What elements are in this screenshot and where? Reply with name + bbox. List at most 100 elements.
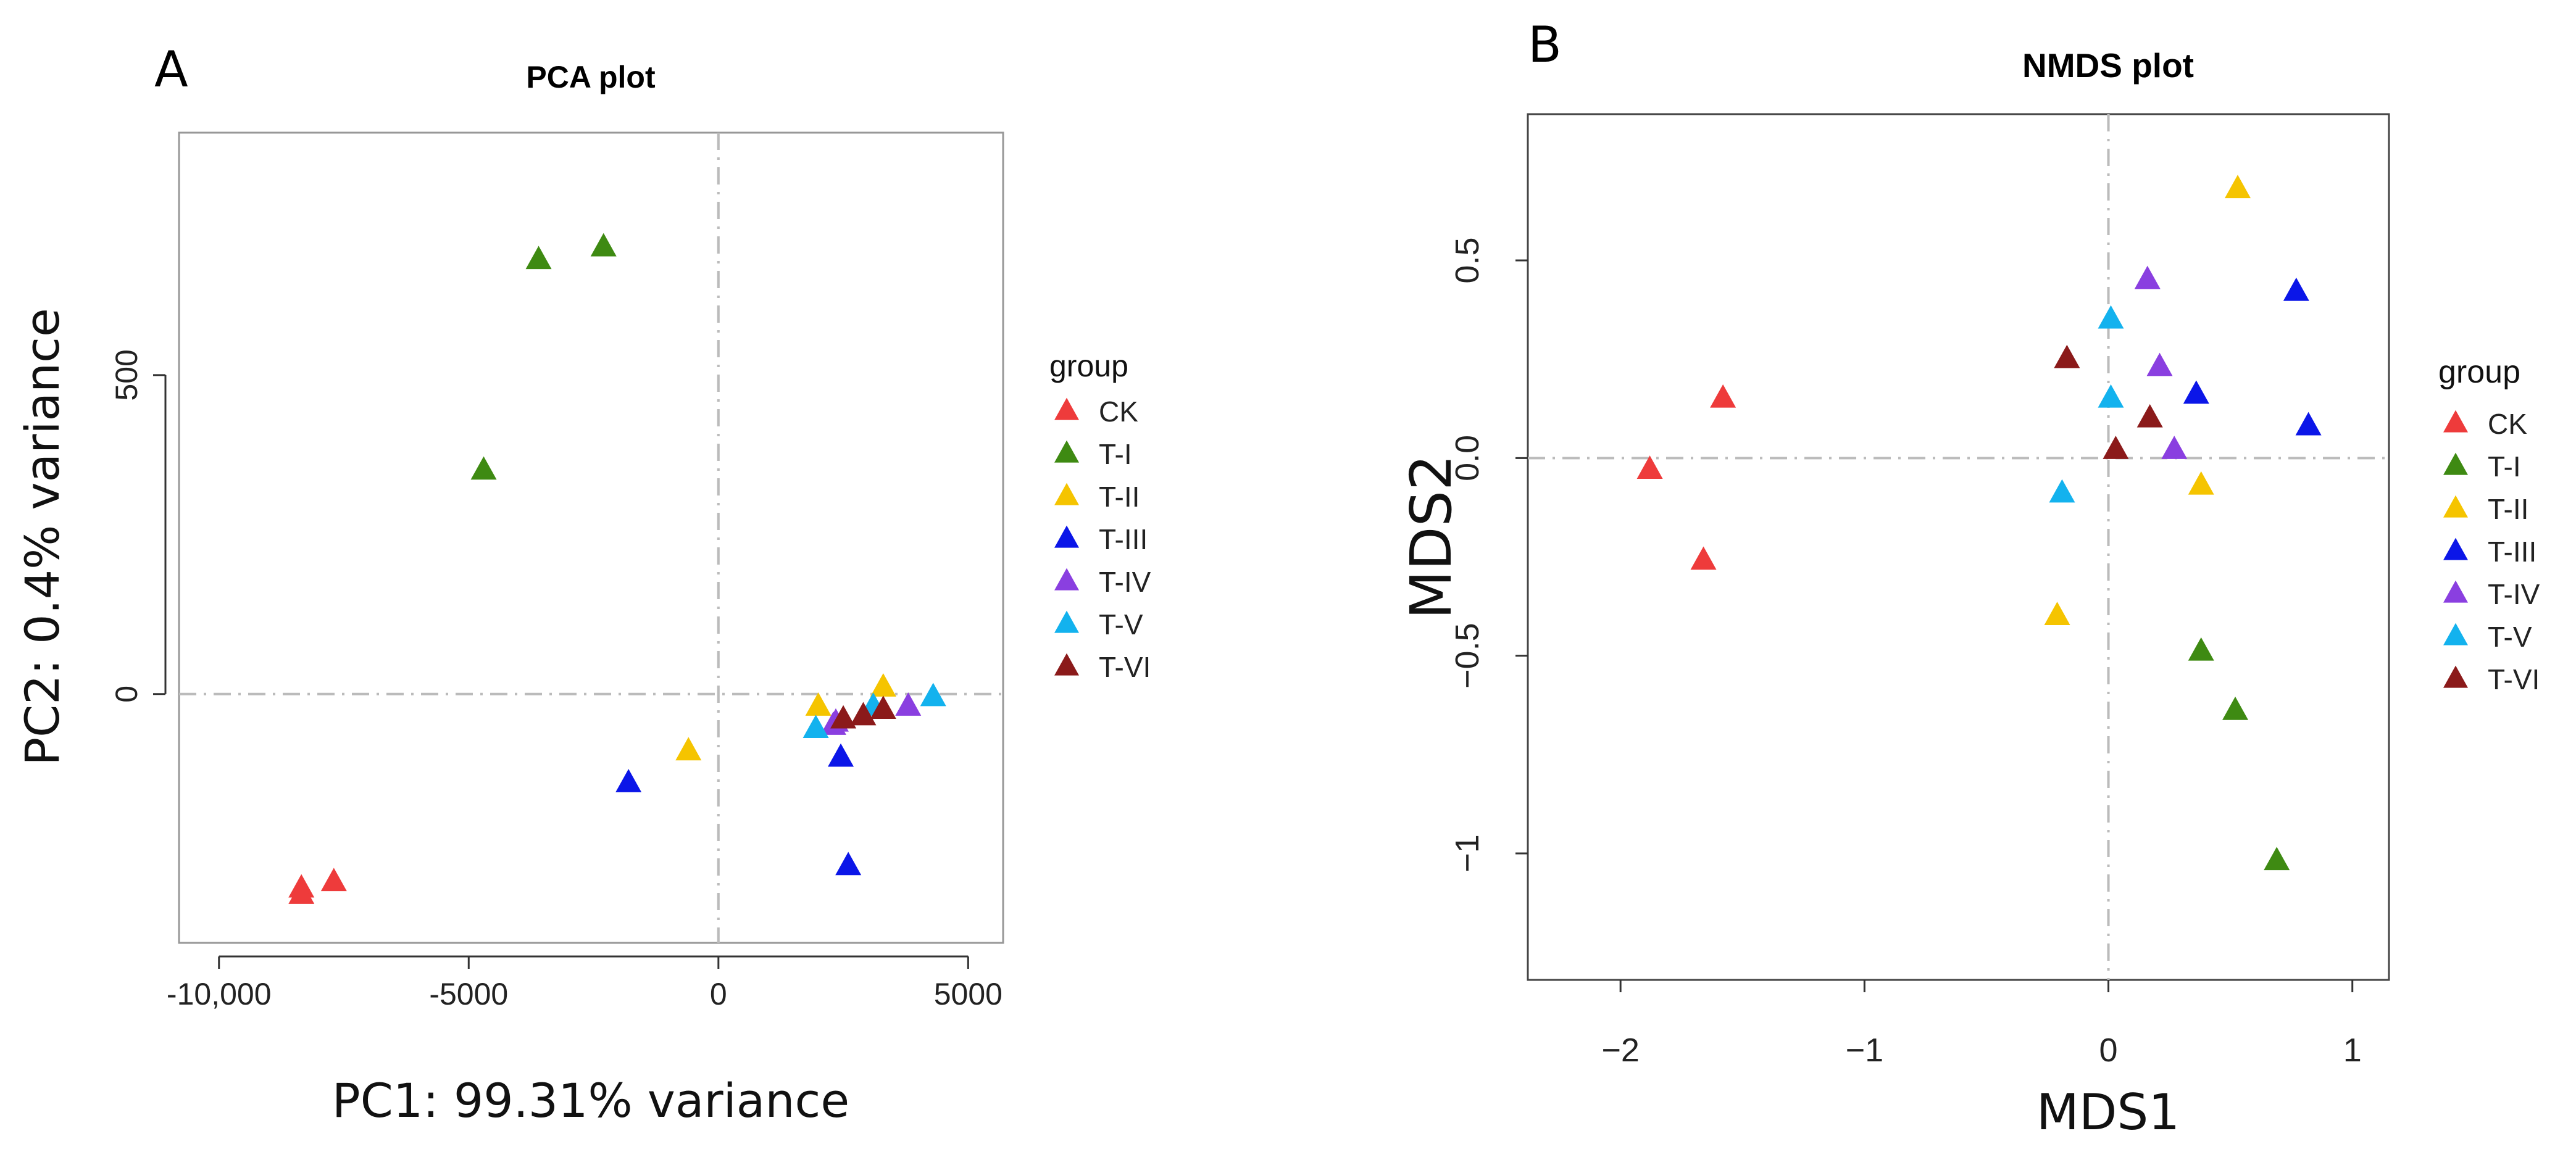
data-point-t-iv <box>895 692 922 716</box>
legend: group CK T-I T-II T-III T-IV T-V T-VI <box>1049 349 1151 683</box>
data-point-t-iii <box>615 769 642 792</box>
plot-frame <box>1527 113 2390 981</box>
legend-label-t-i: T-I <box>2488 450 2521 483</box>
legend-marker-ck <box>1054 397 1079 420</box>
data-point-t-iii <box>835 852 862 876</box>
y-tick-label: −1 <box>1449 834 1486 873</box>
series-t-vi <box>830 695 896 729</box>
data-point-t-ii <box>675 737 702 761</box>
plot-frame <box>178 131 1004 944</box>
data-point-ck <box>288 881 315 904</box>
y-tick-label: −0.5 <box>1449 623 1486 689</box>
series-t-i <box>470 233 617 480</box>
series-t-ii <box>2044 175 2251 625</box>
legend-label-t-ii: T-II <box>2488 493 2528 525</box>
legend-marker-t-iv <box>1054 568 1079 591</box>
data-point-t-i <box>2188 637 2214 661</box>
series-ck <box>1636 384 1736 570</box>
data-point-t-iii <box>828 743 854 767</box>
data-point-t-i <box>2222 696 2249 720</box>
x-tick-label: -10,000 <box>167 977 272 1011</box>
series-t-iii <box>2183 277 2322 436</box>
data-point-t-ii <box>805 692 832 716</box>
legend-label-t-iii: T-III <box>2488 536 2536 568</box>
chart-title: PCA plot <box>526 60 656 94</box>
data-point-t-iii <box>2183 380 2209 404</box>
legend-marker-t-iii <box>2443 537 2468 560</box>
data-point-t-v <box>2098 384 2124 408</box>
legend-label-t-iii: T-III <box>1099 523 1148 555</box>
data-point-t-ii <box>2224 175 2251 199</box>
data-point-t-vi <box>2136 404 2163 428</box>
panel-letter: B <box>1528 16 1562 73</box>
legend-label-ck: CK <box>2488 408 2527 440</box>
series-t-vi <box>2054 344 2163 459</box>
legend-label-t-iv: T-IV <box>1099 566 1151 598</box>
legend-title: group <box>1049 349 1128 383</box>
data-point-t-i <box>470 456 497 480</box>
legend-label-t-v: T-V <box>2488 621 2532 653</box>
legend-label-t-vi: T-VI <box>2488 663 2540 695</box>
legend-marker-t-iii <box>1054 525 1079 548</box>
data-point-ck <box>320 868 347 892</box>
data-point-ck <box>1636 455 1663 479</box>
data-point-t-iii <box>2283 277 2309 301</box>
x-axis-title: PC1: 99.31% variance <box>332 1073 849 1128</box>
data-point-t-vi <box>870 695 896 719</box>
y-tick-label: 0.0 <box>1449 435 1486 481</box>
data-point-t-vi <box>830 705 857 729</box>
data-point-t-i <box>525 246 552 270</box>
legend-marker-t-i <box>1054 440 1079 463</box>
data-point-ck <box>1690 546 1717 570</box>
data-point-t-iv <box>2161 436 2188 459</box>
y-axis-title: MDS2 <box>1398 454 1464 619</box>
series-t-iii <box>615 743 862 876</box>
series-t-iv <box>2134 265 2188 459</box>
data-point-t-vi <box>2103 436 2129 459</box>
data-point-t-iv <box>2146 352 2173 376</box>
legend-label-t-iv: T-IV <box>2488 578 2540 610</box>
legend-marker-t-vi <box>1054 653 1079 676</box>
data-point-t-v <box>802 715 829 739</box>
legend-title: group <box>2438 354 2520 390</box>
legend-marker-ck <box>2443 410 2468 433</box>
x-tick-label: 5000 <box>934 977 1002 1011</box>
x-tick-label: 0 <box>710 977 727 1011</box>
legend-marker-t-ii <box>2443 495 2468 518</box>
legend-marker-t-ii <box>1054 483 1079 505</box>
data-point-t-i <box>590 233 617 257</box>
legend-marker-t-iv <box>2443 580 2468 603</box>
data-point-t-ii <box>2188 471 2214 495</box>
series-t-v <box>2049 305 2124 503</box>
legend-label-t-vi: T-VI <box>1099 651 1151 683</box>
panel-a: -10,000 -5000 0 5000 0 500 PCA plot A PC1: 99.31… <box>15 41 1151 1128</box>
data-point-t-v <box>2098 305 2124 329</box>
data-point-t-v <box>920 682 946 707</box>
series-ck <box>288 868 347 904</box>
data-point-t-iii <box>2295 412 2322 436</box>
legend-label-t-v: T-V <box>1099 608 1143 641</box>
data-point-ck <box>1710 384 1736 408</box>
y-tick-label: 0.5 <box>1449 237 1486 283</box>
legend-label-t-i: T-I <box>1099 438 1132 470</box>
data-point-t-ii <box>2044 602 2070 625</box>
series-t-ii <box>675 673 896 761</box>
series-t-i <box>2188 637 2290 871</box>
legend-marker-t-v <box>2443 623 2468 645</box>
data-point-t-ii <box>870 673 896 697</box>
x-axis-title: MDS1 <box>2036 1084 2180 1141</box>
panel-b: −2 −1 0 1 −1 −0.5 0.0 0.5 NMDS plot B MDS1 MDS2 grou… <box>1398 16 2540 1141</box>
data-point-t-v <box>2049 479 2075 503</box>
x-tick-label: −1 <box>1846 1032 1884 1069</box>
legend-label-t-ii: T-II <box>1099 481 1140 513</box>
data-point-t-i <box>2264 847 2290 871</box>
y-axis-title: PC2: 0.4% variance <box>15 308 70 765</box>
legend-marker-t-vi <box>2443 665 2468 688</box>
x-tick-label: 1 <box>2343 1032 2362 1069</box>
legend-marker-t-v <box>1054 610 1079 633</box>
y-tick-label: 0 <box>109 686 144 703</box>
data-point-t-vi <box>2054 344 2080 368</box>
legend-label-ck: CK <box>1099 396 1138 428</box>
y-tick-label: 500 <box>109 349 144 400</box>
